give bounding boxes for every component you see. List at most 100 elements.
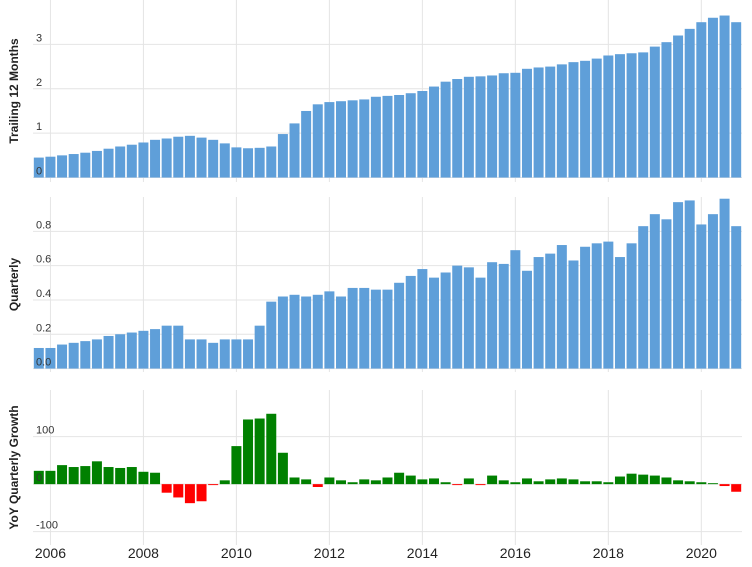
bar (115, 467, 126, 485)
x-tick-label: 2014 (407, 545, 438, 561)
bar (638, 474, 649, 485)
bar (184, 484, 195, 504)
bar (219, 480, 230, 485)
bar (626, 243, 637, 369)
x-tick-label: 2016 (500, 545, 531, 561)
bar (301, 110, 312, 178)
y-tick-label: 0.8 (36, 219, 51, 231)
bar (289, 294, 300, 369)
bar (103, 148, 114, 178)
bar (731, 226, 742, 369)
bar (254, 418, 265, 485)
bar (533, 257, 544, 369)
bar (33, 470, 44, 485)
bar (556, 245, 567, 369)
bar (673, 202, 684, 369)
bar (359, 99, 370, 178)
bar (243, 148, 254, 178)
bar (208, 139, 219, 178)
bar (277, 134, 288, 178)
bar (254, 147, 265, 178)
bar (382, 477, 393, 485)
bar (591, 481, 602, 485)
bar (603, 482, 614, 485)
y-tick-label: 100 (36, 425, 54, 437)
bar (208, 342, 219, 369)
bar (115, 146, 126, 178)
bar (568, 260, 579, 369)
bar (498, 480, 509, 485)
bar (440, 81, 451, 178)
bar (173, 136, 184, 178)
bar (428, 277, 439, 369)
bar (545, 253, 556, 369)
bar (719, 15, 730, 178)
bar (428, 478, 439, 485)
bar (580, 481, 591, 485)
y-axis-label: Quarterly (7, 257, 21, 311)
bar (231, 147, 242, 178)
y-tick-label: 0.4 (36, 288, 51, 300)
bar (91, 150, 102, 178)
bar (208, 484, 219, 486)
bar (452, 265, 463, 369)
bar (45, 347, 56, 369)
bar (336, 480, 347, 485)
bar (684, 200, 695, 369)
bar (649, 475, 660, 485)
bar (463, 267, 474, 369)
y-tick-label: 0.6 (36, 254, 51, 266)
bar (568, 62, 579, 178)
bar (417, 91, 428, 178)
bar (417, 269, 428, 369)
x-tick-label: 2010 (221, 545, 252, 561)
y-axis-label: YoY Quarterly Growth (7, 405, 21, 529)
bar (312, 104, 323, 178)
bar (219, 143, 230, 178)
y-tick-label: 0 (36, 472, 42, 484)
bar (498, 263, 509, 369)
bar (696, 224, 707, 369)
y-axis-label: Trailing 12 Months (7, 38, 21, 144)
bar (487, 75, 498, 178)
bar (68, 154, 79, 178)
x-tick-label: 2020 (686, 545, 717, 561)
bar (277, 452, 288, 485)
bar (103, 467, 114, 485)
bar (370, 96, 381, 178)
bar (603, 55, 614, 178)
bar (475, 484, 486, 486)
bar (626, 473, 637, 485)
bar (719, 484, 730, 487)
bar (254, 325, 265, 369)
bar (533, 481, 544, 485)
bar (498, 73, 509, 178)
bar (33, 157, 44, 178)
bar (301, 296, 312, 369)
bar (173, 325, 184, 369)
bar (324, 102, 335, 178)
y-tick-label: 1 (36, 121, 42, 133)
bar (521, 270, 532, 369)
bar (150, 472, 161, 485)
bar (475, 277, 486, 369)
bar (707, 17, 718, 178)
bar (57, 465, 68, 485)
x-tick-label: 2018 (593, 545, 624, 561)
bar (336, 101, 347, 178)
bar (359, 287, 370, 369)
bar (150, 329, 161, 369)
bar (324, 477, 335, 485)
bar (196, 137, 207, 178)
y-tick-label: -100 (36, 520, 58, 532)
bar (591, 58, 602, 178)
bar (707, 214, 718, 369)
bar (707, 483, 718, 485)
bar (289, 477, 300, 485)
bar (219, 339, 230, 369)
bar (161, 138, 172, 178)
bar (638, 52, 649, 178)
bar (440, 272, 451, 369)
bar (231, 446, 242, 485)
bar (661, 42, 672, 178)
